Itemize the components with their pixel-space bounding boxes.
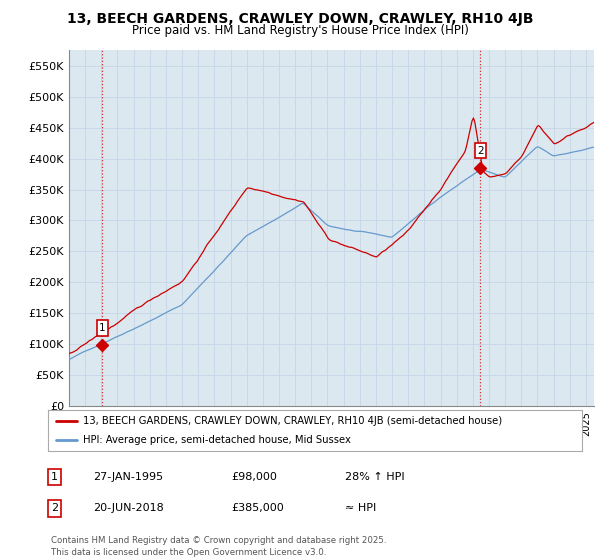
Text: Price paid vs. HM Land Registry's House Price Index (HPI): Price paid vs. HM Land Registry's House … [131,24,469,36]
Text: £385,000: £385,000 [231,503,284,514]
Text: 1: 1 [99,323,106,333]
Text: 2: 2 [51,503,58,514]
Text: ≈ HPI: ≈ HPI [345,503,376,514]
Text: HPI: Average price, semi-detached house, Mid Sussex: HPI: Average price, semi-detached house,… [83,435,350,445]
Text: £98,000: £98,000 [231,472,277,482]
Text: 20-JUN-2018: 20-JUN-2018 [93,503,164,514]
Text: Contains HM Land Registry data © Crown copyright and database right 2025.
This d: Contains HM Land Registry data © Crown c… [51,536,386,557]
Text: 27-JAN-1995: 27-JAN-1995 [93,472,163,482]
Text: 13, BEECH GARDENS, CRAWLEY DOWN, CRAWLEY, RH10 4JB (semi-detached house): 13, BEECH GARDENS, CRAWLEY DOWN, CRAWLEY… [83,416,502,426]
Text: 2: 2 [477,146,484,156]
Text: 13, BEECH GARDENS, CRAWLEY DOWN, CRAWLEY, RH10 4JB: 13, BEECH GARDENS, CRAWLEY DOWN, CRAWLEY… [67,12,533,26]
Text: 1: 1 [51,472,58,482]
Text: 28% ↑ HPI: 28% ↑ HPI [345,472,404,482]
